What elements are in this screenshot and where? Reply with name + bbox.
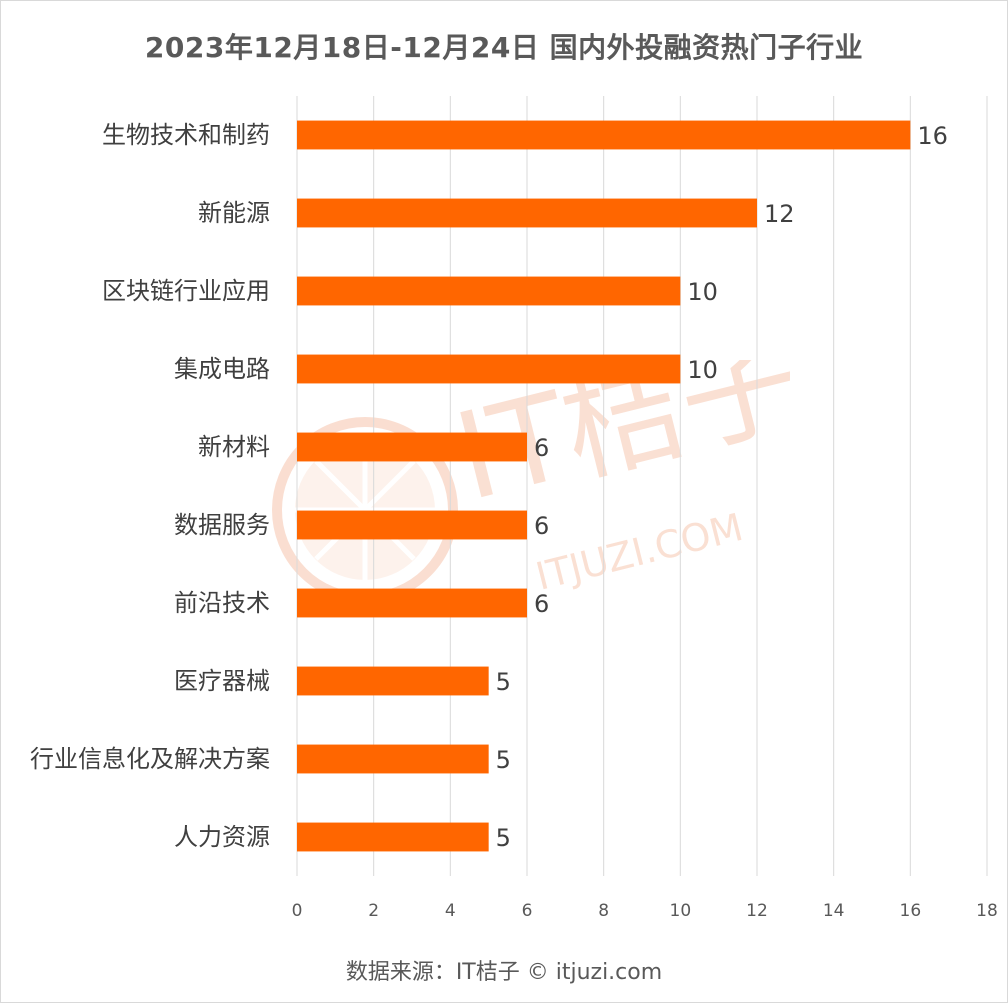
x-tick-label: 4 xyxy=(445,901,456,921)
bar xyxy=(297,432,527,462)
category-label: 新能源 xyxy=(198,199,270,227)
value-label: 6 xyxy=(534,434,549,462)
category-label: 集成电路 xyxy=(174,355,270,383)
category-label: 医疗器械 xyxy=(174,667,270,695)
value-label: 6 xyxy=(534,590,549,618)
value-label: 16 xyxy=(917,122,948,150)
bar xyxy=(297,666,489,696)
bar xyxy=(297,120,911,150)
bar xyxy=(297,744,489,774)
value-label: 10 xyxy=(687,356,718,384)
value-label: 5 xyxy=(496,824,511,852)
x-tick-label: 16 xyxy=(900,901,922,921)
category-label: 行业信息化及解决方案 xyxy=(30,745,270,773)
x-tick-label: 8 xyxy=(598,901,609,921)
category-label: 生物技术和制药 xyxy=(102,121,270,149)
category-label: 人力资源 xyxy=(174,823,270,851)
bar xyxy=(297,354,681,384)
category-label: 前沿技术 xyxy=(174,589,270,617)
bar xyxy=(297,822,489,852)
bar xyxy=(297,510,527,540)
x-tick-label: 14 xyxy=(823,901,845,921)
bar xyxy=(297,276,681,306)
value-label: 5 xyxy=(496,746,511,774)
chart-title: 2023年12月18日-12月24日 国内外投融资热门子行业 xyxy=(144,31,864,64)
value-labels: 16 12 10 10 6 6 6 5 5 5 xyxy=(496,122,948,852)
category-labels: 生物技术和制药新能源区块链行业应用集成电路新材料数据服务前沿技术医疗器械行业信息… xyxy=(30,121,270,851)
x-tick-label: 0 xyxy=(292,901,303,921)
bars xyxy=(297,120,911,852)
category-label: 区块链行业应用 xyxy=(102,277,270,305)
value-label: 5 xyxy=(496,668,511,696)
data-source: 数据来源：IT桔子 © itjuzi.com xyxy=(345,960,663,985)
x-tick-label: 12 xyxy=(746,901,768,921)
x-tick-label: 10 xyxy=(670,901,692,921)
value-label: 10 xyxy=(687,278,718,306)
category-label: 数据服务 xyxy=(174,511,270,539)
bar xyxy=(297,198,757,228)
bar xyxy=(297,588,527,618)
value-label: 12 xyxy=(764,200,795,228)
value-label: 6 xyxy=(534,512,549,540)
x-tick-label: 6 xyxy=(522,901,533,921)
x-axis-ticks: 0 2 4 6 8 10 12 14 16 18 xyxy=(292,901,998,921)
category-label: 新材料 xyxy=(198,433,270,461)
x-tick-label: 18 xyxy=(976,901,998,921)
x-tick-label: 2 xyxy=(368,901,379,921)
